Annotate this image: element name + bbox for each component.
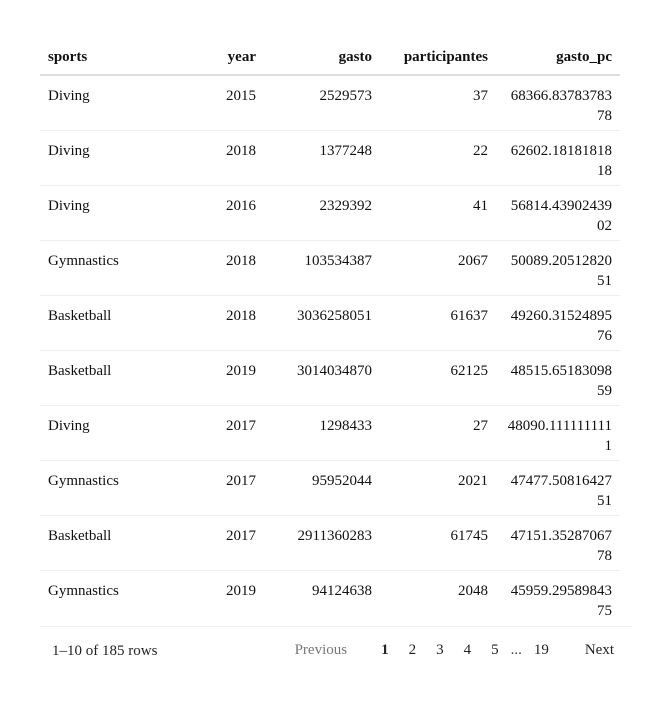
cell-gasto-pc: 50089.2051282051 — [496, 240, 620, 296]
cell-gasto-pc: 45959.2958984375 — [510, 582, 612, 619]
table-row: Gymnastics 2018 103534387 2067 50089.205… — [40, 240, 620, 296]
column-header-year[interactable]: year — [186, 40, 264, 76]
cell-gasto: 2529573 — [264, 75, 380, 131]
cell-year: 2017 — [186, 405, 264, 461]
cell-gasto-pc: 56814.4390243902 — [496, 185, 620, 241]
table-row: Gymnastics 2017 95952044 2021 47477.5081… — [40, 460, 620, 516]
cell-gasto-pc: 68366.8378378378 — [496, 75, 620, 131]
cell-year: 2015 — [186, 75, 264, 131]
cell-gasto-pc: 48090.1111111111 — [496, 405, 620, 461]
pagination: Previous 1 2 3 4 5 ... 19 Next — [285, 627, 632, 673]
cell-participantes: 27 — [380, 405, 496, 461]
page-button-2[interactable]: 2 — [408, 641, 417, 658]
cell-participantes: 2048 — [458, 582, 488, 599]
cell-sports: Basketball — [40, 350, 186, 406]
page-button-19[interactable]: 19 — [533, 641, 549, 658]
cell-participantes: 61637 — [380, 295, 496, 351]
cell-sports: Diving — [40, 75, 186, 131]
cell-gasto-pc: 49260.3152489576 — [496, 295, 620, 351]
cell-sports: Basketball — [40, 515, 186, 571]
cell-sports: Gymnastics — [48, 582, 119, 599]
column-header-gasto-pc[interactable]: gasto_pc — [496, 40, 620, 76]
column-header-participantes[interactable]: participantes — [380, 40, 496, 76]
table-row: Basketball 2019 3014034870 62125 48515.6… — [40, 350, 620, 406]
cell-gasto: 103534387 — [264, 240, 380, 296]
table-row: Diving 2016 2329392 41 56814.4390243902 — [40, 185, 620, 241]
cell-participantes: 2021 — [380, 460, 496, 516]
cell-gasto-pc: 47151.3528706778 — [496, 515, 620, 571]
cell-participantes: 41 — [380, 185, 496, 241]
column-header-gasto[interactable]: gasto — [264, 40, 380, 76]
table-row: Diving 2017 1298433 27 48090.1111111111 — [40, 405, 620, 461]
cell-gasto: 2911360283 — [264, 515, 380, 571]
cell-sports: Gymnastics — [40, 240, 186, 296]
column-header-sports[interactable]: sports — [40, 40, 186, 76]
cell-participantes: 37 — [380, 75, 496, 131]
table-header: sports year gasto participantes gasto_pc — [40, 40, 620, 76]
cell-gasto: 94124638 — [312, 582, 372, 599]
cell-year: 2017 — [186, 460, 264, 516]
table-row: Basketball 2018 3036258051 61637 49260.3… — [40, 295, 620, 351]
cell-participantes: 2067 — [380, 240, 496, 296]
cell-gasto: 2329392 — [264, 185, 380, 241]
cell-gasto-pc: 47477.5081642751 — [496, 460, 620, 516]
page-ellipsis: ... — [510, 641, 522, 658]
page-button-3[interactable]: 3 — [436, 641, 444, 658]
cell-year: 2016 — [186, 185, 264, 241]
cell-gasto: 3036258051 — [264, 295, 380, 351]
table-footer: 1–10 of 185 rows Previous 1 2 3 4 5 ... … — [40, 626, 632, 673]
previous-page-button[interactable]: Previous — [294, 641, 348, 658]
data-table: sports year gasto participantes gasto_pc… — [40, 40, 620, 625]
header-row: sports year gasto participantes gasto_pc — [40, 40, 620, 76]
page-button-4[interactable]: 4 — [463, 641, 472, 658]
row-count-info: 1–10 of 185 rows — [52, 643, 158, 659]
cell-gasto: 1377248 — [264, 130, 380, 186]
cell-year: 2018 — [186, 240, 264, 296]
cell-gasto-pc: 62602.1818181818 — [496, 130, 620, 186]
page-button-5[interactable]: 5 — [491, 641, 499, 658]
next-page-button[interactable]: Next — [584, 641, 614, 658]
data-table-container: sports year gasto participantes gasto_pc… — [40, 40, 620, 625]
table-row: Diving 2015 2529573 37 68366.8378378378 — [40, 75, 620, 131]
cell-year: 2018 — [186, 130, 264, 186]
cell-year: 2019 — [226, 582, 256, 599]
table-row: Gymnastics 2019 94124638 2048 45959.2958… — [40, 570, 620, 625]
cell-participantes: 62125 — [380, 350, 496, 406]
cell-year: 2019 — [186, 350, 264, 406]
cell-gasto: 1298433 — [264, 405, 380, 461]
table-row: Diving 2018 1377248 22 62602.1818181818 — [40, 130, 620, 186]
cell-gasto: 95952044 — [264, 460, 380, 516]
page-button-1[interactable]: 1 — [381, 641, 389, 658]
table-row: Basketball 2017 2911360283 61745 47151.3… — [40, 515, 620, 571]
cell-participantes: 22 — [380, 130, 496, 186]
cell-year: 2018 — [186, 295, 264, 351]
cell-sports: Diving — [40, 185, 186, 241]
cell-sports: Diving — [40, 130, 186, 186]
cell-gasto: 3014034870 — [264, 350, 380, 406]
cell-sports: Basketball — [40, 295, 186, 351]
cell-participantes: 61745 — [380, 515, 496, 571]
table-body: Diving 2015 2529573 37 68366.8378378378 … — [40, 75, 620, 625]
cell-year: 2017 — [186, 515, 264, 571]
cell-sports: Gymnastics — [40, 460, 186, 516]
cell-gasto-pc: 48515.6518309859 — [496, 350, 620, 406]
cell-sports: Diving — [40, 405, 186, 461]
